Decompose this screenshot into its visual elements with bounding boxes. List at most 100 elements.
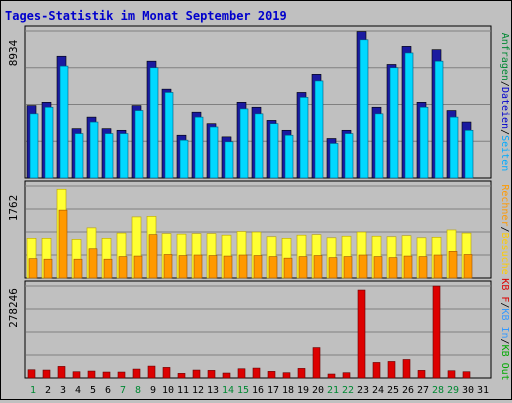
day-label: 12 bbox=[192, 385, 204, 396]
day-label: 11 bbox=[177, 385, 189, 396]
legend-entry: / bbox=[499, 302, 510, 308]
panel-3 bbox=[24, 280, 492, 379]
bar-rechner bbox=[433, 254, 443, 279]
day-label: 10 bbox=[162, 385, 174, 396]
bar-dateien bbox=[434, 60, 444, 179]
day-label: 26 bbox=[402, 385, 414, 396]
legend-entry: Besuche bbox=[499, 233, 510, 275]
bar-dateien bbox=[224, 141, 234, 179]
bar-rechner bbox=[253, 255, 263, 279]
bar-dateien bbox=[59, 65, 69, 179]
bar-rechner bbox=[178, 255, 188, 279]
day-label: 17 bbox=[267, 385, 279, 396]
bar-dateien bbox=[179, 139, 189, 179]
bar-kb-f bbox=[447, 370, 456, 379]
chart-title: Tages-Statistik im Monat September 2019 bbox=[5, 9, 287, 23]
bar-rechner bbox=[28, 258, 38, 279]
bar-dateien bbox=[29, 113, 39, 179]
bar-rechner bbox=[238, 254, 248, 279]
y-max-label: 278246 bbox=[7, 288, 20, 328]
day-label: 28 bbox=[432, 385, 444, 396]
bar-rechner bbox=[58, 209, 68, 279]
legend-entry: / bbox=[499, 339, 510, 345]
bar-rechner bbox=[388, 257, 398, 279]
bar-kb-f bbox=[372, 362, 381, 379]
legend-entry: Rechner bbox=[499, 184, 510, 226]
bar-kb-f bbox=[462, 371, 471, 379]
bar-kb-f bbox=[312, 347, 321, 379]
day-label: 13 bbox=[207, 385, 219, 396]
bar-dateien bbox=[314, 80, 324, 179]
bar-dateien bbox=[269, 123, 279, 179]
bar-kb-f bbox=[267, 371, 276, 379]
bar-kb-f bbox=[207, 370, 216, 379]
day-label: 14 bbox=[222, 385, 234, 396]
bar-rechner bbox=[103, 258, 113, 279]
legend-entry: / bbox=[499, 226, 510, 232]
bar-rechner bbox=[358, 254, 368, 279]
day-label: 1 bbox=[30, 385, 36, 396]
bar-kb-f bbox=[342, 372, 351, 379]
day-label: 27 bbox=[417, 385, 429, 396]
day-label: 15 bbox=[237, 385, 249, 396]
bar-rechner bbox=[73, 258, 83, 279]
day-label: 30 bbox=[462, 385, 474, 396]
bar-dateien bbox=[404, 52, 414, 179]
day-label: 2 bbox=[45, 385, 51, 396]
bar-rechner bbox=[373, 256, 383, 279]
legend-entry: KB F bbox=[499, 278, 510, 302]
day-label: 24 bbox=[372, 385, 384, 396]
bar-kb-f bbox=[252, 367, 261, 379]
bar-kb-f bbox=[387, 361, 396, 379]
bar-rechner bbox=[148, 234, 158, 279]
bar-dateien bbox=[374, 113, 384, 179]
bar-kb-f bbox=[357, 289, 366, 379]
day-label: 19 bbox=[297, 385, 309, 396]
bar-kb-f bbox=[177, 373, 186, 379]
bar-dateien bbox=[149, 67, 159, 179]
bar-dateien bbox=[74, 133, 84, 179]
day-label: 18 bbox=[282, 385, 294, 396]
day-label: 29 bbox=[447, 385, 459, 396]
bar-dateien bbox=[359, 39, 369, 179]
bar-kb-f bbox=[432, 285, 441, 379]
bar-kb-f bbox=[222, 372, 231, 379]
bar-kb-f bbox=[27, 369, 36, 379]
bar-kb-f bbox=[132, 368, 141, 379]
bar-kb-f bbox=[102, 371, 111, 379]
bar-rechner bbox=[298, 256, 308, 279]
bar-rechner bbox=[343, 256, 353, 279]
day-label: 25 bbox=[387, 385, 399, 396]
bar-kb-f bbox=[327, 373, 336, 379]
day-label: 9 bbox=[150, 385, 156, 396]
bar-rechner bbox=[448, 251, 458, 279]
bar-dateien bbox=[419, 106, 429, 179]
bar-kb-f bbox=[87, 370, 96, 379]
bar-dateien bbox=[44, 106, 54, 179]
bar-kb-f bbox=[117, 371, 126, 379]
bar-rechner bbox=[163, 254, 173, 279]
bar-dateien bbox=[134, 110, 144, 179]
bar-rechner bbox=[43, 258, 53, 279]
legend-entry: / bbox=[499, 81, 510, 87]
bar-dateien bbox=[209, 126, 219, 179]
bar-kb-f bbox=[192, 369, 201, 379]
day-label: 5 bbox=[90, 385, 96, 396]
bar-rechner bbox=[208, 255, 218, 279]
bar-dateien bbox=[104, 133, 114, 179]
bar-kb-f bbox=[162, 367, 171, 379]
bar-rechner bbox=[118, 256, 128, 279]
bar-dateien bbox=[119, 133, 129, 179]
bar-kb-f bbox=[57, 366, 66, 379]
legend-entry: / bbox=[499, 129, 510, 135]
y-max-label: 8934 bbox=[7, 39, 20, 66]
bar-rechner bbox=[328, 257, 338, 279]
legend-middle: Rechner/Besuche bbox=[499, 184, 510, 274]
bar-dateien bbox=[389, 67, 399, 179]
bar-kb-f bbox=[402, 359, 411, 379]
day-label: 23 bbox=[357, 385, 369, 396]
legend-bottom: KB F/KB In/KB Out bbox=[499, 278, 510, 380]
legend-entry: Seiten bbox=[499, 135, 510, 171]
day-label: 6 bbox=[105, 385, 111, 396]
